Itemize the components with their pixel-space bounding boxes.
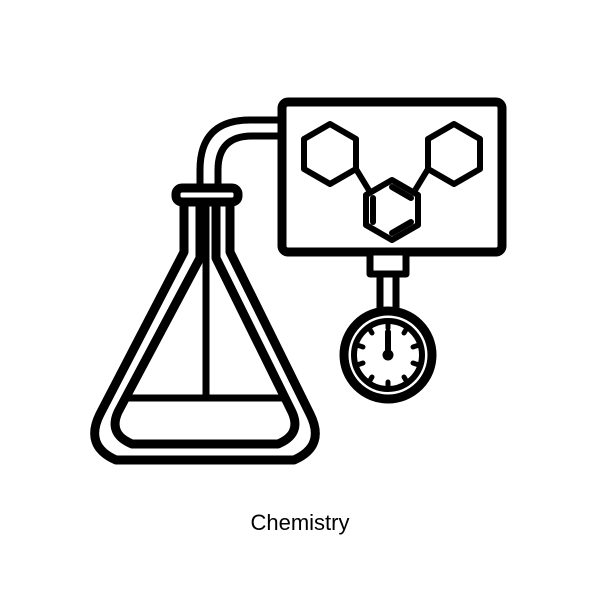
chemistry-icon-card: Chemistry <box>0 0 600 600</box>
caption-label: Chemistry <box>0 510 600 536</box>
gauge-icon <box>344 311 432 399</box>
